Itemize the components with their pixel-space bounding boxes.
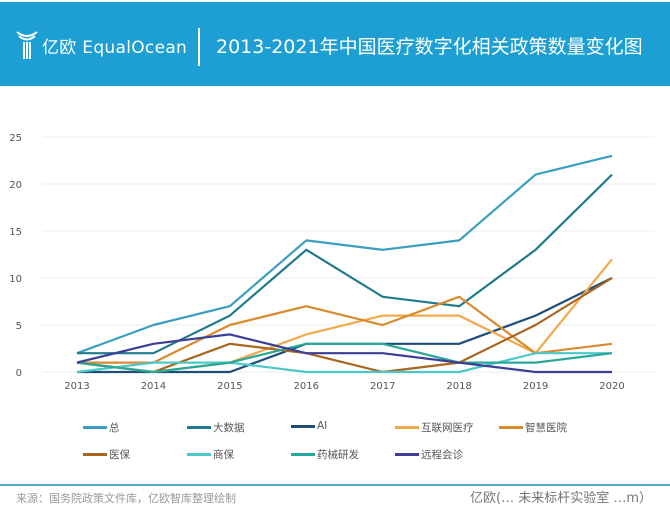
legend-label: 商保 [213,449,234,461]
chart-title: 2013-2021年中国医疗数字化相关政策数量变化图 [216,36,643,58]
legend-swatch [83,453,107,456]
watermark: 亿欧(… 未来标杆实验室 …m） [470,491,653,506]
legend-item: 药械研发 [291,447,359,462]
x-tick-label: 2020 [599,381,624,392]
series-line-6 [76,352,612,374]
legend-item: AI [291,420,327,432]
legend-label: 智慧医院 [525,422,567,434]
legend-label: 医保 [109,449,130,461]
legend-item: 远程会诊 [395,447,463,462]
legend-swatch [187,453,211,456]
y-tick-label: 5 [16,321,22,332]
legend-swatch [395,453,419,456]
legend-item: 总 [83,420,120,435]
legend-swatch [187,426,211,429]
legend-label: 药械研发 [317,449,359,461]
legend-item: 大数据 [187,420,245,435]
y-tick-label: 0 [16,368,22,379]
legend-swatch [291,453,315,456]
x-tick-label: 2015 [217,381,242,392]
footer-divider [0,484,670,486]
x-tick-label: 2017 [370,381,395,392]
legend-swatch [83,426,107,429]
legend-item: 智慧医院 [499,420,567,435]
x-tick-label: 2016 [294,381,319,392]
logo-text: 亿欧 EqualOcean [42,37,188,58]
x-tick-label: 2018 [446,381,471,392]
line-chart: 0 5 10 15 20 25 2013 2014 2015 2016 2017 2018 2019 20… [9,133,655,392]
series-line-8 [76,333,612,374]
legend-label: 互联网医疗 [421,422,474,434]
y-tick-label: 10 [9,274,22,285]
y-tick-label: 20 [9,180,22,191]
header-divider [198,28,200,66]
series-line-1 [77,173,613,355]
legend-label: 总 [109,422,120,434]
legend-label: 大数据 [213,422,245,434]
x-tick-label: 2013 [64,381,89,392]
equalocean-logo: 亿欧 EqualOcean [16,28,187,62]
series-line-7 [76,342,613,374]
legend-swatch [499,426,523,429]
header-banner: 亿欧 EqualOcean 2013-2021年中国医疗数字化相关政策数量变化图 [0,2,670,86]
legend-label: 远程会诊 [421,449,463,461]
legend-swatch [291,424,315,428]
x-tick-label: 2019 [523,381,548,392]
series-line-4 [77,295,613,364]
legend-item: 医保 [83,447,130,462]
legend-swatch [395,426,419,429]
x-tick-label: 2014 [141,381,166,392]
legend-item: 互联网医疗 [395,420,474,435]
series-line-0 [76,154,613,355]
series-line-5 [76,277,613,374]
y-tick-label: 25 [9,133,22,144]
legend-item: 商保 [187,447,234,462]
source-note: 来源：国务院政策文件库，亿欧智库整理绘制 [16,492,236,505]
y-tick-label: 15 [9,227,22,238]
logo-icon [16,31,38,59]
legend-label: AI [317,420,328,432]
